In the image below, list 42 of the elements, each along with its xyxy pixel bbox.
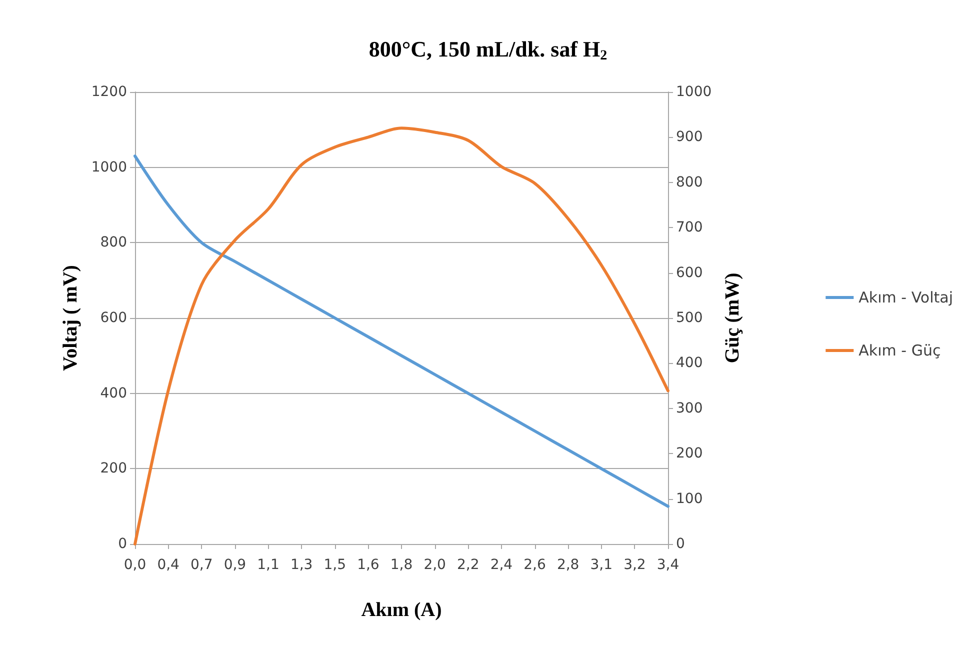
x-axis-title: Akım (A) — [361, 599, 442, 621]
x-tick-label: 3,4 — [656, 557, 680, 573]
y2-tick-label: 600 — [676, 264, 703, 281]
x-tick-label: 3,2 — [624, 557, 646, 573]
x-tick-label: 1,1 — [257, 557, 280, 573]
y2-tick-label: 0 — [676, 536, 685, 552]
x-tick-label: 0,7 — [190, 557, 213, 573]
y2-tick-label: 100 — [676, 490, 703, 507]
x-tick-label: 1,5 — [324, 557, 346, 573]
x-tick-label: 1,8 — [390, 557, 413, 573]
y-tick-label: 1200 — [91, 84, 127, 100]
y-tick-label: 1000 — [91, 159, 127, 176]
x-tick-label: 2,8 — [556, 557, 580, 573]
y2-tick-label: 900 — [676, 129, 703, 146]
y-axis-title: Voltaj ( mV) — [59, 265, 82, 371]
y2-tick-label: 400 — [676, 355, 703, 372]
x-tick-label: 3,1 — [590, 557, 613, 573]
y2-tick-label: 200 — [676, 446, 703, 462]
x-tick-label: 0,0 — [124, 557, 146, 573]
y-tick-label: 400 — [100, 385, 127, 402]
x-tick-label: 2,0 — [424, 557, 446, 573]
y2-tick-label: 700 — [676, 220, 703, 236]
y2-tick-label: 300 — [676, 400, 703, 416]
y-tick-label: 0 — [118, 536, 127, 552]
y2-tick-label: 800 — [676, 174, 703, 190]
line-series — [134, 154, 670, 508]
legend-label: Akım - Güç — [858, 342, 941, 360]
x-tick-label: 0,4 — [157, 557, 180, 573]
x-tick-label: 2,6 — [524, 557, 546, 573]
x-tick-label: 0,9 — [224, 557, 246, 573]
y-tick-label: 800 — [100, 234, 127, 251]
line-series — [134, 126, 670, 546]
x-tick-label: 2,2 — [456, 557, 480, 573]
y-tick-label: 600 — [100, 310, 127, 326]
y2-axis-title: Güç (mW) — [722, 272, 744, 364]
x-tick-label: 1,6 — [357, 557, 380, 573]
y2-tick-label: 500 — [676, 310, 703, 326]
y2-tick-label: 1000 — [676, 84, 712, 100]
x-tick-label: 1,3 — [290, 557, 313, 573]
legend-label: Akım - Voltaj — [858, 288, 953, 306]
y-tick-label: 200 — [100, 460, 127, 477]
x-tick-label: 2,4 — [490, 557, 513, 573]
